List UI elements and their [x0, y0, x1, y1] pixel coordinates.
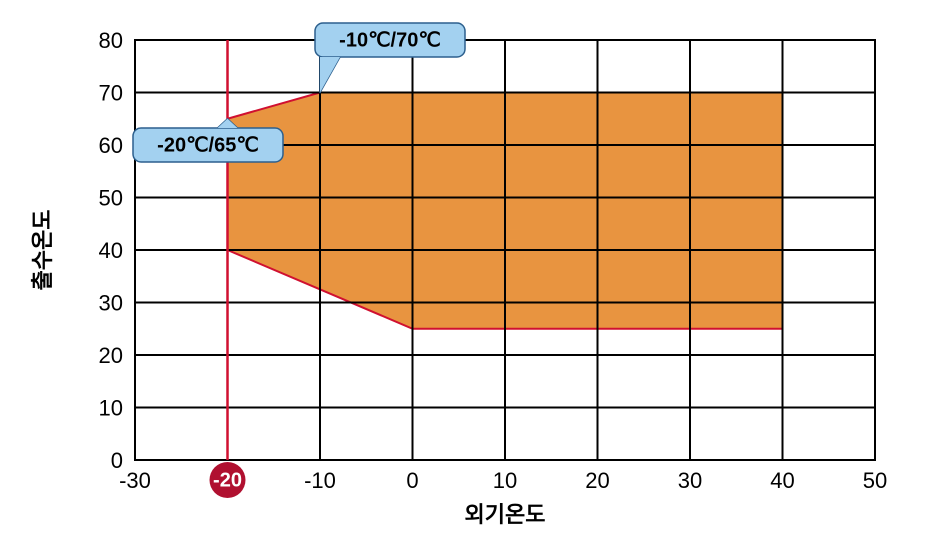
callout-label: -10℃/70℃ — [339, 29, 441, 51]
x-tick-label: -10 — [304, 468, 336, 493]
x-tick-label: 20 — [585, 468, 609, 493]
y-tick-label: 40 — [99, 238, 123, 263]
x-tick-label: 10 — [493, 468, 517, 493]
y-tick-label: 20 — [99, 343, 123, 368]
y-tick-label: 30 — [99, 291, 123, 316]
x-tick-label: 40 — [770, 468, 794, 493]
callout-label: -20℃/65℃ — [157, 134, 259, 156]
y-tick-label: 60 — [99, 133, 123, 158]
chart-svg: -30 -10 0 10 20 30 40 50 -20 0 10 20 30 40 50 60 70 80 외기온… — [20, 20, 924, 531]
highlight-min-temp-label: -20 — [213, 469, 242, 491]
x-axis-label: 외기온도 — [465, 502, 546, 527]
x-tick-label: -30 — [119, 468, 151, 493]
x-tick-label: 30 — [678, 468, 702, 493]
y-tick-label: 80 — [99, 28, 123, 53]
y-axis-label: 출수온도 — [30, 210, 55, 291]
operating-range-chart: -30 -10 0 10 20 30 40 50 -20 0 10 20 30 40 50 60 70 80 외기온… — [20, 20, 924, 531]
x-tick-label: 0 — [406, 468, 418, 493]
y-tick-label: 0 — [111, 448, 123, 473]
y-tick-label: 10 — [99, 396, 123, 421]
y-tick-label: 50 — [99, 186, 123, 211]
y-tick-label: 70 — [99, 81, 123, 106]
x-tick-label: 50 — [863, 468, 887, 493]
